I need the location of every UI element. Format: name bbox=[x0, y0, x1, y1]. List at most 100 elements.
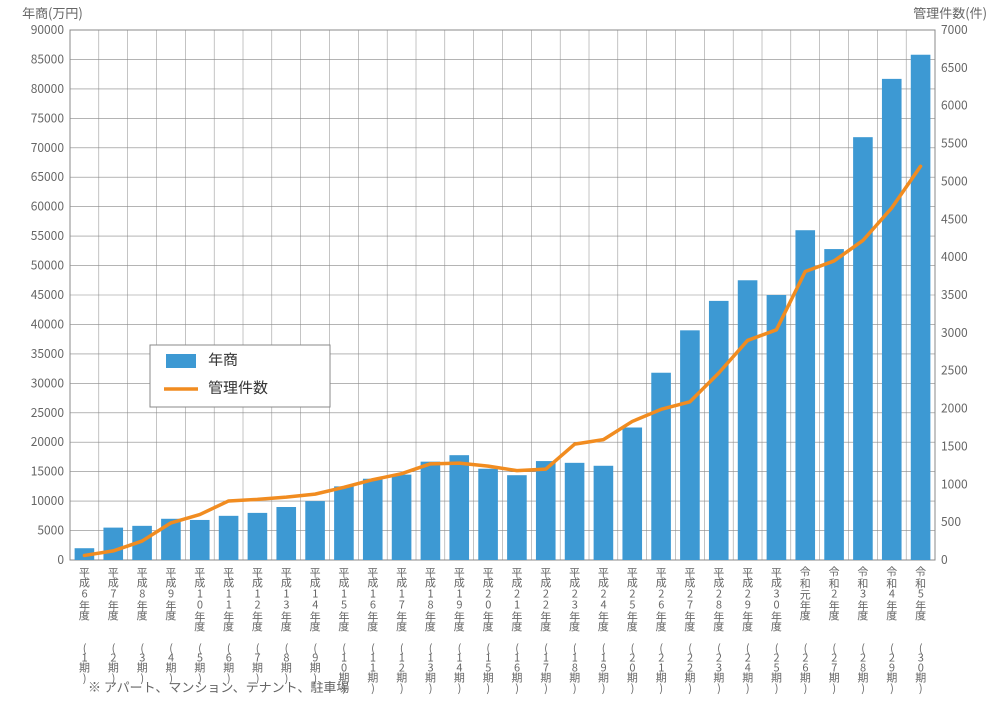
y-right-tick: 6500 bbox=[941, 59, 968, 76]
bar bbox=[363, 479, 383, 560]
x-label-era: 平成29年度 bbox=[740, 566, 756, 632]
x-label-era: 平成16年度 bbox=[365, 566, 381, 632]
y-right-tick: 6000 bbox=[941, 97, 968, 114]
x-label-era: 平成12年度 bbox=[249, 566, 265, 632]
x-label-period: (12期) bbox=[394, 642, 410, 695]
x-label-era: 平成6年度 bbox=[76, 566, 92, 621]
x-label-era: 平成22年度 bbox=[538, 566, 554, 632]
bar bbox=[449, 455, 469, 560]
x-label-era: 平成9年度 bbox=[163, 566, 179, 621]
y-left-tick: 50000 bbox=[31, 257, 65, 274]
x-label-period: (14期) bbox=[451, 642, 467, 695]
legend-label: 管理件数 bbox=[208, 377, 268, 398]
y-right-tick: 4000 bbox=[941, 248, 968, 265]
legend-swatch-bar bbox=[166, 354, 196, 368]
x-label-era: 令和5年度 bbox=[913, 566, 929, 621]
y-right-tick: 1000 bbox=[941, 475, 968, 492]
chart-container: 0500010000150002000025000300003500040000… bbox=[0, 0, 1000, 706]
bar bbox=[882, 79, 902, 560]
y-right-tick: 4500 bbox=[941, 210, 968, 227]
bar bbox=[507, 475, 527, 560]
y-left-tick: 10000 bbox=[31, 492, 65, 509]
x-label-era: 平成15年度 bbox=[336, 566, 352, 632]
x-label-period: (26期) bbox=[797, 642, 813, 695]
y-right-tick: 0 bbox=[941, 551, 948, 568]
x-label-period: (16期) bbox=[509, 642, 525, 695]
bar bbox=[622, 428, 642, 561]
x-label-period: (25期) bbox=[768, 642, 784, 695]
y-left-tick: 0 bbox=[57, 551, 64, 568]
y-left-tick: 85000 bbox=[31, 50, 65, 67]
x-label-period: (30期) bbox=[913, 642, 929, 695]
bar bbox=[594, 466, 614, 560]
x-label-period: (21期) bbox=[653, 642, 669, 695]
bar bbox=[536, 461, 556, 560]
legend-label: 年商 bbox=[208, 349, 238, 370]
bar bbox=[651, 373, 671, 560]
bar bbox=[190, 520, 210, 560]
x-label-era: 平成25年度 bbox=[624, 566, 640, 632]
x-label-era: 平成10年度 bbox=[192, 566, 208, 632]
y-left-tick: 55000 bbox=[31, 227, 65, 244]
bar bbox=[709, 301, 729, 560]
x-label-period: (17期) bbox=[538, 642, 554, 695]
x-label-period: (22期) bbox=[682, 642, 698, 695]
y-left-tick: 70000 bbox=[31, 139, 65, 156]
y-left-tick: 40000 bbox=[31, 315, 65, 332]
x-label-era: 平成23年度 bbox=[567, 566, 583, 632]
y-left-tick: 5000 bbox=[37, 522, 64, 539]
x-label-era: 平成24年度 bbox=[595, 566, 611, 632]
x-label-era: 令和元年度 bbox=[797, 566, 813, 621]
y-left-tick: 45000 bbox=[31, 286, 65, 303]
bar bbox=[795, 230, 815, 560]
y-right-tick: 3000 bbox=[941, 324, 968, 341]
y-right-tick: 1500 bbox=[941, 437, 968, 454]
bar bbox=[392, 475, 412, 560]
y-right-tick: 2500 bbox=[941, 362, 968, 379]
x-label-period: (24期) bbox=[740, 642, 756, 695]
bar bbox=[853, 137, 873, 560]
x-label-era: 平成7年度 bbox=[105, 566, 121, 621]
x-label-era: 平成27年度 bbox=[682, 566, 698, 632]
x-label-period: (28期) bbox=[855, 642, 871, 695]
y-right-title: 管理件数(件) bbox=[913, 3, 987, 22]
x-label-era: 平成30年度 bbox=[768, 566, 784, 632]
bar bbox=[248, 513, 268, 560]
y-right-tick: 5000 bbox=[941, 172, 968, 189]
bar bbox=[738, 280, 758, 560]
x-label-era: 平成14年度 bbox=[307, 566, 323, 632]
x-label-period: (19期) bbox=[595, 642, 611, 695]
y-left-tick: 35000 bbox=[31, 345, 65, 362]
bar bbox=[767, 295, 787, 560]
y-left-tick: 20000 bbox=[31, 433, 65, 450]
x-label-period: (20期) bbox=[624, 642, 640, 695]
y-left-title: 年商(万円) bbox=[22, 3, 83, 22]
x-label-era: 平成13年度 bbox=[278, 566, 294, 632]
bar bbox=[305, 501, 325, 560]
x-label-era: 平成8年度 bbox=[134, 566, 150, 621]
bar bbox=[680, 330, 700, 560]
y-right-tick: 500 bbox=[941, 513, 961, 530]
y-left-tick: 15000 bbox=[31, 463, 65, 480]
y-left-tick: 25000 bbox=[31, 404, 65, 421]
y-right-tick: 3500 bbox=[941, 286, 968, 303]
x-label-period: (18期) bbox=[567, 642, 583, 695]
x-label-era: 平成20年度 bbox=[480, 566, 496, 632]
x-label-era: 令和4年度 bbox=[884, 566, 900, 621]
x-label-period: (13期) bbox=[422, 642, 438, 695]
x-label-period: (27期) bbox=[826, 642, 842, 695]
x-label-era: 平成19年度 bbox=[451, 566, 467, 632]
footnote: ※ アパート、マンション、テナント、駐車場 bbox=[88, 677, 349, 696]
x-label-era: 平成11年度 bbox=[221, 566, 237, 632]
y-right-tick: 2000 bbox=[941, 400, 968, 417]
chart-svg: 0500010000150002000025000300003500040000… bbox=[0, 0, 1000, 706]
y-left-tick: 80000 bbox=[31, 80, 65, 97]
bar bbox=[824, 249, 844, 560]
bar bbox=[103, 528, 123, 560]
bar bbox=[478, 469, 498, 560]
y-left-tick: 90000 bbox=[31, 21, 65, 38]
x-label-era: 平成21年度 bbox=[509, 566, 525, 632]
y-left-tick: 75000 bbox=[31, 109, 65, 126]
x-label-period: (11期) bbox=[365, 642, 381, 695]
y-left-tick: 60000 bbox=[31, 198, 65, 215]
